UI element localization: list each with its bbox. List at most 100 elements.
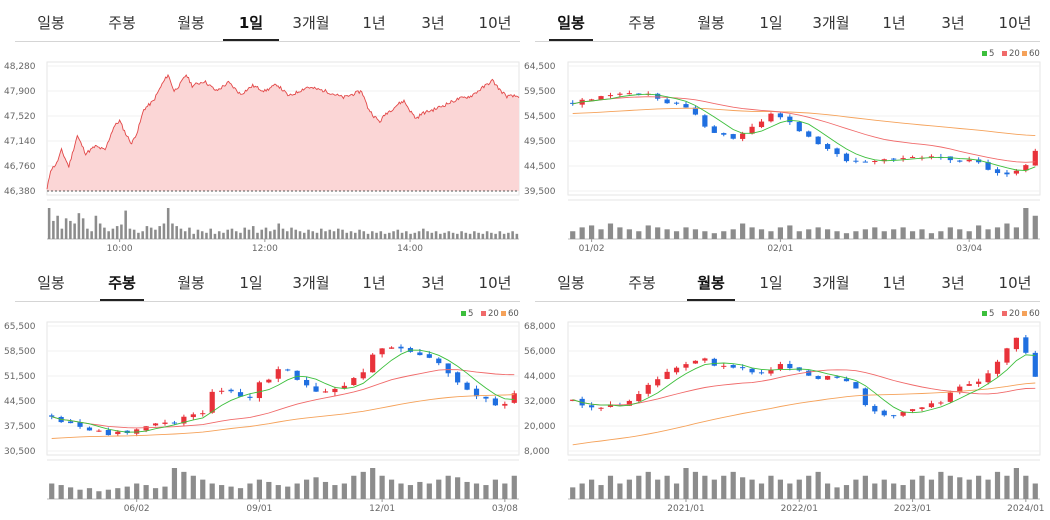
tab-1day[interactable]: 1일 bbox=[223, 0, 279, 41]
tab-daily[interactable]: 일봉 bbox=[37, 274, 65, 292]
candle-body bbox=[806, 370, 812, 376]
candle bbox=[909, 155, 916, 159]
plot-frame bbox=[567, 321, 1041, 456]
tab-3month[interactable]: 3개월 bbox=[292, 274, 330, 292]
volume-bar bbox=[843, 233, 850, 239]
tab-1day[interactable]: 1일 bbox=[759, 14, 783, 32]
candle-body bbox=[966, 159, 972, 162]
tab-weekly[interactable]: 주봉 bbox=[628, 274, 656, 292]
volume-bar bbox=[702, 475, 708, 499]
volume-bar bbox=[1023, 208, 1029, 239]
candle-body bbox=[455, 372, 461, 383]
volume-bar bbox=[107, 231, 110, 239]
tab-1year[interactable]: 1년 bbox=[882, 274, 906, 292]
candle-body bbox=[341, 385, 347, 389]
volume-bar bbox=[398, 483, 404, 499]
volume-bar bbox=[256, 232, 259, 239]
tab-3year[interactable]: 3년 bbox=[421, 274, 445, 292]
candle-body bbox=[891, 415, 897, 417]
volume-bar bbox=[994, 227, 1001, 239]
tab-daily[interactable]: 일봉 bbox=[557, 274, 585, 292]
tab-bar: 일봉 주봉 월봉 1일 3개월 1년 3년 10년 bbox=[535, 260, 1040, 302]
candle bbox=[815, 375, 821, 380]
legend-label: 5 bbox=[468, 309, 473, 319]
volume-bar bbox=[285, 486, 291, 499]
volume-bar bbox=[124, 210, 127, 239]
candle bbox=[966, 381, 972, 386]
candle bbox=[900, 155, 906, 162]
x-tick-label: 01/02 bbox=[579, 244, 605, 254]
volume-bar bbox=[360, 471, 366, 499]
candle bbox=[579, 97, 585, 108]
tab-weekly[interactable]: 주봉 bbox=[628, 14, 656, 32]
tab-10year[interactable]: 10년 bbox=[998, 14, 1032, 32]
candle bbox=[464, 381, 470, 391]
candle-body bbox=[777, 113, 783, 118]
tab-weekly[interactable]: 주봉 bbox=[100, 260, 144, 301]
volume-bar bbox=[626, 229, 632, 239]
volume-bar bbox=[379, 475, 385, 499]
tab-monthly[interactable]: 월봉 bbox=[697, 14, 725, 32]
price-area bbox=[47, 75, 519, 191]
tab-1year[interactable]: 1년 bbox=[882, 14, 906, 32]
volume-bar bbox=[645, 471, 651, 499]
volume-bar bbox=[230, 228, 234, 239]
volume-bar bbox=[332, 231, 336, 239]
volume-bar bbox=[417, 481, 423, 499]
volume-bar bbox=[105, 489, 111, 499]
tab-monthly[interactable]: 월봉 bbox=[687, 260, 735, 301]
tab-3year[interactable]: 3년 bbox=[941, 274, 965, 292]
legend-swatch bbox=[982, 311, 987, 316]
tab-weekly[interactable]: 주봉 bbox=[108, 14, 136, 32]
tab-1day[interactable]: 1일 bbox=[759, 274, 783, 292]
candle bbox=[370, 353, 376, 373]
tab-3year[interactable]: 3년 bbox=[941, 14, 965, 32]
tab-1year[interactable]: 1년 bbox=[362, 274, 386, 292]
volume-bar bbox=[447, 231, 451, 239]
tab-10year[interactable]: 10년 bbox=[998, 274, 1032, 292]
volume-bar bbox=[909, 231, 916, 239]
volume-bar bbox=[322, 481, 329, 499]
tab-monthly[interactable]: 월봉 bbox=[177, 274, 205, 292]
candle-body bbox=[464, 382, 470, 390]
weekly-chart: 65,500 58,500 51,500 44,500 37,500 30,500 5 20 6… bbox=[4, 309, 520, 514]
candle-body bbox=[617, 93, 623, 95]
ma60-line bbox=[572, 107, 1036, 137]
volume-bar bbox=[209, 228, 212, 239]
candle-body bbox=[919, 407, 925, 409]
volume-bar bbox=[834, 487, 840, 499]
tab-1day[interactable]: 1일 bbox=[239, 274, 263, 292]
volume-bar bbox=[285, 231, 289, 239]
volume-bar bbox=[843, 485, 850, 499]
tab-daily[interactable]: 일봉 bbox=[549, 0, 593, 41]
volume-bar bbox=[721, 475, 727, 499]
tab-3month[interactable]: 3개월 bbox=[812, 274, 850, 292]
volume-bar bbox=[673, 231, 680, 239]
volume-bar bbox=[1023, 475, 1029, 499]
y-tick-label: 49,500 bbox=[524, 137, 556, 147]
tab-3year[interactable]: 3년 bbox=[421, 14, 445, 32]
volume-bar bbox=[494, 233, 497, 239]
candle bbox=[598, 95, 604, 101]
tab-bar: 일봉 주봉 월봉 1일 3개월 1년 3년 10년 bbox=[15, 260, 520, 302]
candle bbox=[445, 363, 451, 377]
volume-bar bbox=[777, 479, 783, 499]
candle bbox=[607, 401, 614, 408]
x-tick-label: 2024/01 bbox=[1007, 504, 1044, 514]
tab-3month[interactable]: 3개월 bbox=[812, 14, 850, 32]
candle bbox=[796, 121, 802, 132]
volume-bar bbox=[957, 477, 963, 499]
intraday-panel: 일봉 주봉 월봉 1일 3개월 1년 3년 10년 48,280 47,900 47,520 47,… bbox=[0, 0, 525, 260]
tab-daily[interactable]: 일봉 bbox=[37, 14, 65, 32]
tab-monthly[interactable]: 월봉 bbox=[177, 14, 205, 32]
tab-1year[interactable]: 1년 bbox=[362, 14, 386, 32]
candle bbox=[683, 361, 689, 371]
volume-bar bbox=[872, 227, 878, 239]
candle-body bbox=[313, 386, 319, 392]
candle-body bbox=[853, 160, 859, 162]
tab-10year[interactable]: 10년 bbox=[478, 274, 512, 292]
tab-10year[interactable]: 10년 bbox=[478, 14, 512, 32]
volume-bar bbox=[152, 488, 159, 499]
monthly-chart: 68,000 56,000 44,000 32,000 20,000 8,000 5 20 60… bbox=[524, 309, 1045, 514]
tab-3month[interactable]: 3개월 bbox=[292, 14, 330, 32]
